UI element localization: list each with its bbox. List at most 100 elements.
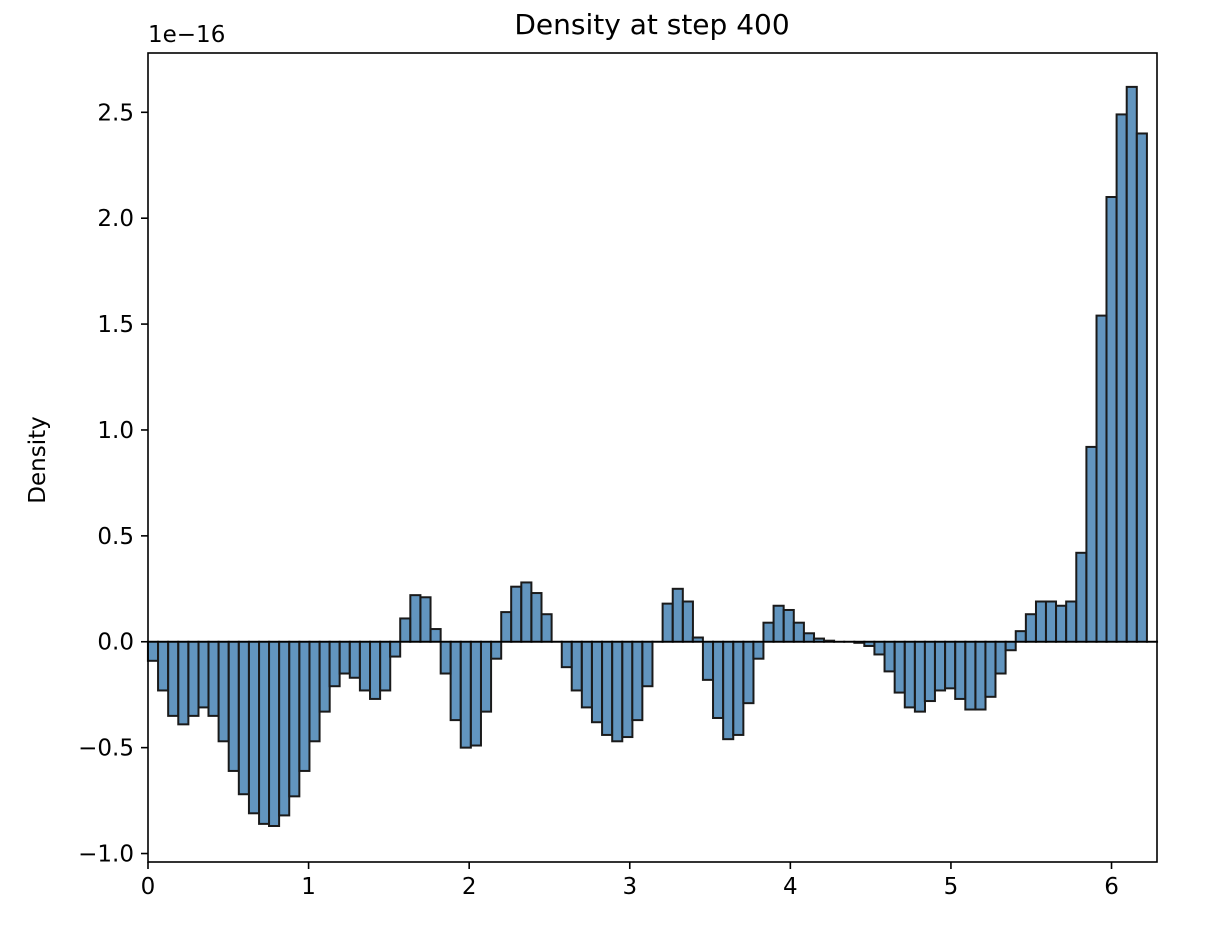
y-axis-ticks: −1.0 −0.5 0.0 0.5 1.0 1.5 2.0 2.5 [78,100,148,868]
histogram-bar [621,640,634,739]
histogram-bar [308,640,321,743]
histogram-bar [631,640,644,722]
y-tick-label: 2.5 [97,100,134,126]
histogram-bar [802,632,816,643]
histogram-bar [1044,600,1058,643]
histogram-bar [520,581,533,643]
histogram-bar [187,640,200,717]
histogram-bar [611,640,624,743]
histogram-bar [712,640,725,719]
histogram-bar [469,640,482,747]
x-axis-ticks: 0 1 2 3 4 5 6 [141,862,1119,900]
histogram-bar [288,640,301,798]
histogram-bar [318,640,331,713]
histogram-bar [772,604,785,643]
histogram-bar [762,621,775,643]
plot-frame [147,52,1158,863]
histogram-bar [893,640,906,694]
histogram-bar [197,640,210,709]
histogram-bar [1004,640,1017,652]
histogram-bar [500,611,513,643]
histogram-bar [379,640,392,692]
histogram-bar [227,640,240,772]
histogram-bar [177,640,190,726]
histogram-bar [369,640,382,700]
histogram-bar [944,640,957,690]
y-axis-label: Density [25,416,51,503]
histogram-bar [701,640,715,681]
histogram-bar [590,640,604,724]
histogram-bar [157,640,170,692]
x-tick-label: 5 [944,874,959,900]
histogram-bar [913,640,926,713]
histogram-bar [570,640,583,692]
histogram-bar [348,640,361,679]
histogram-bar [792,621,805,643]
histogram-bar [1034,600,1048,643]
x-tick-label: 3 [622,874,637,900]
histogram-bar [954,640,967,700]
y-tick-label: 0.5 [97,524,134,550]
histogram-bar [358,640,371,692]
histogram-bar [258,640,271,825]
histogram-bar [1095,314,1108,643]
x-tick-label: 6 [1104,874,1119,900]
y-tick-label: −0.5 [78,736,134,762]
histogram-bar [974,640,987,711]
histogram-bar [1115,113,1128,643]
histogram-bar [449,640,462,722]
histogram-bar [661,602,674,643]
histogram-bar [510,585,523,643]
histogram-bar [883,640,896,673]
histogram-bar [873,640,886,656]
histogram-bar [923,640,936,703]
histogram-bar [722,640,735,741]
chart-title: Density at step 400 [514,8,789,41]
y-offset-text: 1e−16 [148,22,225,48]
histogram-bar [742,640,755,705]
histogram-bar [439,640,452,675]
histogram-bar [1125,85,1138,643]
histogram-bar [490,640,503,660]
histogram-bar [641,640,654,688]
histogram-bar [933,640,947,692]
histogram-bar [146,640,160,662]
histogram-bar [167,640,180,717]
y-tick-label: 1.0 [97,418,134,444]
histogram-bar [964,640,977,711]
y-tick-label: 0.0 [97,630,134,656]
histogram-bar [247,640,261,815]
histogram-bar [409,594,422,643]
histogram-bar [328,640,341,688]
bars-group [146,85,1159,827]
histogram-bar [984,640,997,698]
histogram-bar [540,613,553,643]
histogram-bar [338,640,351,675]
histogram-bar [1085,445,1098,643]
histogram-bar [782,608,795,643]
y-tick-label: −1.0 [78,842,134,868]
x-tick-label: 0 [141,874,156,900]
histogram-bar [1075,551,1088,643]
histogram-bar [207,640,220,717]
y-tick-label: 2.0 [97,206,134,232]
histogram-bar [1135,132,1148,643]
histogram-bar [994,640,1007,675]
histogram-bar [268,640,281,827]
histogram-bar [429,628,442,643]
histogram-bar [1014,630,1027,643]
x-tick-label: 2 [462,874,477,900]
histogram-bar [671,587,684,643]
histogram-bar [580,640,593,709]
histogram-bar [237,640,250,796]
x-tick-label: 1 [301,874,316,900]
histogram-bar [479,640,493,713]
histogram-bar [459,640,472,749]
y-tick-label: 1.5 [97,312,134,338]
histogram-bar [560,640,573,669]
histogram-bar [298,640,311,772]
histogram-bar [903,640,916,709]
histogram-bar [601,640,614,736]
histogram-bar [732,640,745,736]
